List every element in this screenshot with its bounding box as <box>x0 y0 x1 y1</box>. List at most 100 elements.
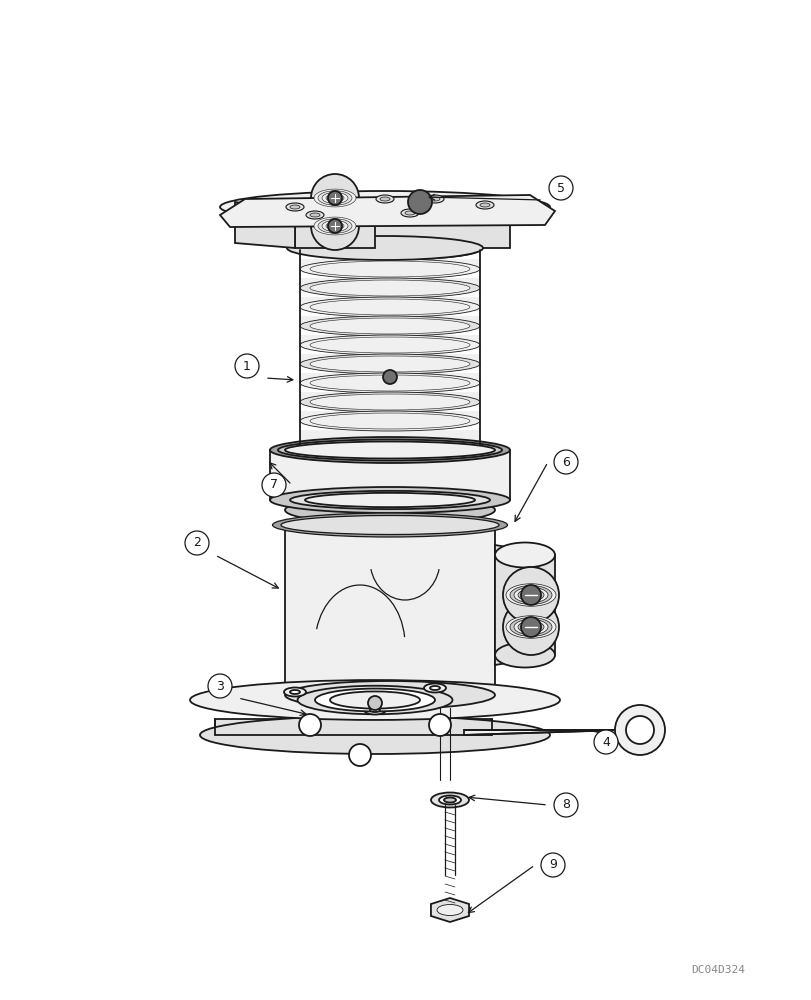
Text: 3: 3 <box>216 680 224 692</box>
Ellipse shape <box>329 691 419 709</box>
Ellipse shape <box>281 516 499 534</box>
Circle shape <box>502 567 558 623</box>
Ellipse shape <box>299 373 479 393</box>
Ellipse shape <box>310 261 470 277</box>
Ellipse shape <box>285 681 495 709</box>
Ellipse shape <box>285 496 495 524</box>
Ellipse shape <box>370 708 380 712</box>
Circle shape <box>521 585 540 605</box>
Circle shape <box>328 191 341 205</box>
Circle shape <box>407 190 431 214</box>
Text: 8: 8 <box>561 798 569 812</box>
Ellipse shape <box>284 688 306 696</box>
Ellipse shape <box>310 213 320 217</box>
Ellipse shape <box>436 904 462 916</box>
Ellipse shape <box>509 618 551 636</box>
Circle shape <box>185 531 208 555</box>
Circle shape <box>594 730 617 754</box>
Ellipse shape <box>505 616 556 638</box>
Ellipse shape <box>517 589 543 601</box>
Ellipse shape <box>430 686 440 690</box>
Ellipse shape <box>299 411 479 431</box>
Ellipse shape <box>310 242 470 258</box>
Text: 6: 6 <box>561 456 569 468</box>
Circle shape <box>502 599 558 655</box>
Circle shape <box>625 716 653 744</box>
Circle shape <box>428 714 450 736</box>
Polygon shape <box>234 202 294 248</box>
Bar <box>270 450 509 500</box>
Ellipse shape <box>299 354 479 374</box>
Ellipse shape <box>329 199 340 203</box>
Text: 2: 2 <box>193 536 200 550</box>
Circle shape <box>367 696 381 710</box>
Ellipse shape <box>285 203 303 211</box>
Circle shape <box>349 744 371 766</box>
Text: 1: 1 <box>242 360 251 372</box>
Ellipse shape <box>375 195 393 203</box>
Ellipse shape <box>513 619 547 635</box>
Ellipse shape <box>299 240 479 260</box>
Ellipse shape <box>299 392 479 412</box>
Ellipse shape <box>405 211 414 215</box>
Ellipse shape <box>200 716 549 754</box>
Circle shape <box>548 176 573 200</box>
Ellipse shape <box>318 191 351 205</box>
Ellipse shape <box>305 493 474 507</box>
Ellipse shape <box>475 201 493 209</box>
Text: 7: 7 <box>270 479 277 491</box>
Circle shape <box>262 473 285 497</box>
Text: 5: 5 <box>556 182 564 194</box>
Ellipse shape <box>299 335 479 355</box>
Ellipse shape <box>306 211 324 219</box>
Circle shape <box>311 174 358 222</box>
Ellipse shape <box>270 487 509 513</box>
Ellipse shape <box>363 706 385 714</box>
Ellipse shape <box>310 337 470 353</box>
Polygon shape <box>299 297 479 307</box>
Ellipse shape <box>290 690 299 694</box>
Polygon shape <box>431 898 469 922</box>
Ellipse shape <box>190 680 560 720</box>
Ellipse shape <box>297 686 452 714</box>
Circle shape <box>208 674 232 698</box>
Ellipse shape <box>310 375 470 391</box>
Polygon shape <box>299 430 479 440</box>
Polygon shape <box>294 208 375 248</box>
Polygon shape <box>299 278 479 288</box>
Ellipse shape <box>423 684 445 692</box>
Ellipse shape <box>325 194 344 202</box>
Ellipse shape <box>322 192 348 204</box>
Ellipse shape <box>495 643 554 668</box>
Circle shape <box>383 370 397 384</box>
Ellipse shape <box>310 318 470 334</box>
Circle shape <box>311 202 358 250</box>
Ellipse shape <box>277 440 501 460</box>
Polygon shape <box>215 719 491 735</box>
Polygon shape <box>495 545 554 665</box>
Ellipse shape <box>310 394 470 410</box>
Ellipse shape <box>299 297 479 317</box>
Polygon shape <box>299 392 479 402</box>
Circle shape <box>521 617 540 637</box>
Ellipse shape <box>310 413 470 429</box>
Circle shape <box>298 714 320 736</box>
Ellipse shape <box>430 197 440 201</box>
Ellipse shape <box>380 197 389 201</box>
Ellipse shape <box>299 278 479 298</box>
Text: 4: 4 <box>601 736 609 748</box>
Ellipse shape <box>509 586 551 604</box>
Ellipse shape <box>318 219 351 233</box>
Ellipse shape <box>479 203 489 207</box>
Ellipse shape <box>310 299 470 315</box>
Text: DC04D324: DC04D324 <box>690 965 744 975</box>
Polygon shape <box>299 411 479 421</box>
Ellipse shape <box>310 356 470 372</box>
Polygon shape <box>463 730 621 735</box>
Polygon shape <box>299 354 479 364</box>
Polygon shape <box>285 524 495 695</box>
Ellipse shape <box>310 280 470 296</box>
Ellipse shape <box>299 259 479 279</box>
Ellipse shape <box>401 209 418 217</box>
Ellipse shape <box>220 191 549 223</box>
